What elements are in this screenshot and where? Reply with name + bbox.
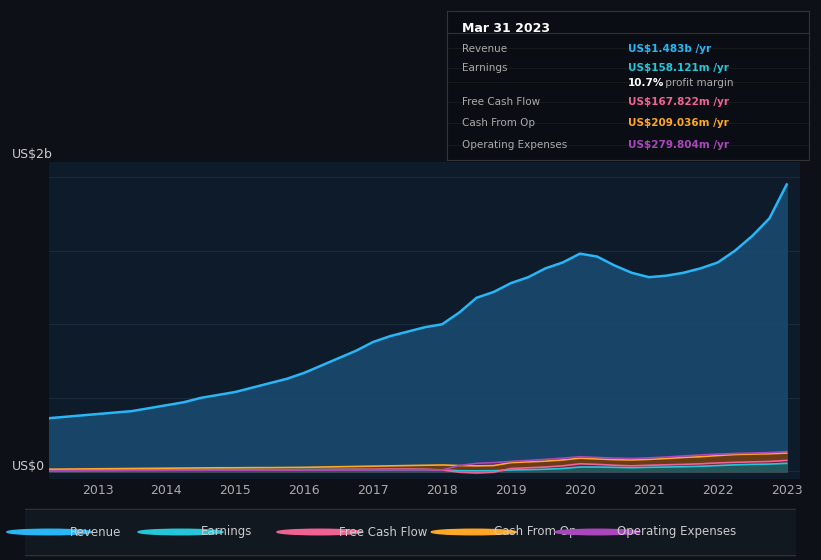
Text: US$167.822m /yr: US$167.822m /yr [628, 97, 729, 108]
Text: Operating Expenses: Operating Expenses [462, 141, 567, 150]
Text: Cash From Op: Cash From Op [462, 118, 535, 128]
Text: US$2b: US$2b [12, 148, 53, 161]
Text: Free Cash Flow: Free Cash Flow [340, 525, 428, 539]
Circle shape [555, 529, 640, 535]
Text: Revenue: Revenue [462, 44, 507, 54]
Text: US$158.121m /yr: US$158.121m /yr [628, 63, 729, 73]
Text: Mar 31 2023: Mar 31 2023 [462, 22, 550, 35]
Text: Operating Expenses: Operating Expenses [617, 525, 736, 539]
Text: 10.7%: 10.7% [628, 78, 664, 88]
Text: Earnings: Earnings [462, 63, 507, 73]
Circle shape [7, 529, 92, 535]
Text: Revenue: Revenue [70, 525, 121, 539]
Text: US$1.483b /yr: US$1.483b /yr [628, 44, 711, 54]
Text: Earnings: Earnings [200, 525, 252, 539]
Circle shape [277, 529, 362, 535]
Text: Cash From Op: Cash From Op [494, 525, 576, 539]
Text: US$279.804m /yr: US$279.804m /yr [628, 141, 729, 150]
Circle shape [138, 529, 223, 535]
Text: US$209.036m /yr: US$209.036m /yr [628, 118, 729, 128]
Text: Free Cash Flow: Free Cash Flow [462, 97, 540, 108]
Text: profit margin: profit margin [663, 78, 734, 88]
Circle shape [431, 529, 516, 535]
FancyBboxPatch shape [9, 510, 808, 556]
Text: US$0: US$0 [12, 460, 45, 473]
